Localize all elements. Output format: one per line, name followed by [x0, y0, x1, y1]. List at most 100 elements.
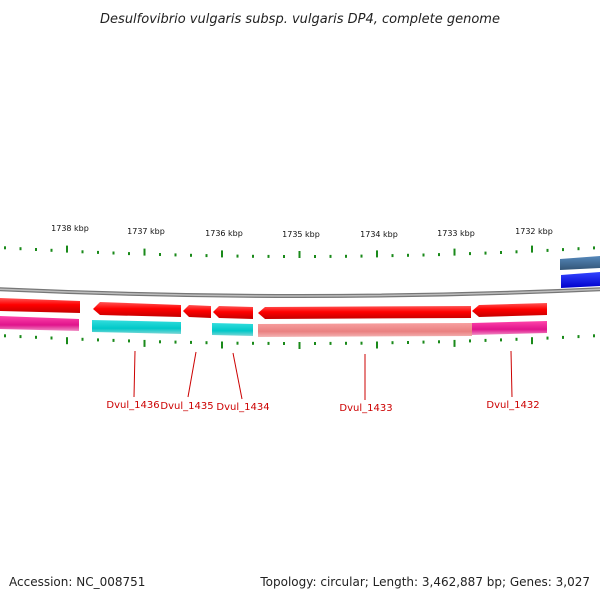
minor-tick [97, 250, 99, 254]
minor-tick [314, 342, 316, 345]
gene-labels: Dvul_1436 Dvul_1435 Dvul_1434 Dvul_1433 … [106, 400, 539, 414]
minor-tick [190, 340, 192, 344]
minor-tick [593, 246, 595, 250]
scale-label: 1734 kbp [360, 230, 398, 239]
cds-feature [258, 306, 471, 319]
cds-feature [213, 306, 253, 319]
gene-label: Dvul_1435 [160, 401, 213, 412]
tick-row-inner [4, 334, 595, 349]
feature-block [212, 323, 253, 336]
minor-tick [469, 252, 471, 256]
minor-tick [50, 336, 53, 340]
major-tick [221, 250, 223, 258]
feature-block [561, 272, 600, 288]
major-tick [298, 342, 301, 349]
cds-feature [183, 305, 211, 318]
scale-label: 1736 kbp [205, 229, 243, 238]
tick-row-outer [4, 245, 595, 258]
minor-tick [35, 248, 37, 251]
genome-summary-text: Topology: circular; Length: 3,462,887 bp… [259, 575, 590, 589]
major-tick [298, 251, 301, 258]
major-tick [66, 245, 68, 253]
minor-tick [283, 342, 285, 345]
feature-block [92, 320, 181, 334]
minor-tick [515, 337, 518, 341]
minor-tick [50, 248, 53, 252]
gene-label: Dvul_1436 [106, 400, 159, 411]
minor-tick [329, 341, 332, 345]
minor-tick [236, 254, 239, 258]
minor-tick [236, 341, 239, 345]
minor-tick [314, 255, 316, 258]
minor-tick [205, 254, 208, 258]
minor-tick [283, 255, 285, 258]
minor-tick [391, 254, 394, 258]
minor-tick [19, 247, 22, 251]
minor-tick [19, 335, 22, 339]
minor-tick [500, 338, 502, 342]
gene-label: Dvul_1433 [339, 403, 392, 414]
right-edge-features [560, 256, 600, 288]
feature-block [472, 321, 547, 335]
minor-tick [562, 248, 564, 252]
minor-tick [484, 251, 487, 255]
minor-tick [81, 250, 84, 254]
minor-tick [345, 341, 347, 345]
minor-tick [267, 341, 270, 345]
feature-block [560, 256, 600, 270]
scale-label: 1735 kbp [282, 230, 320, 239]
minor-tick [97, 338, 99, 342]
major-tick [453, 248, 456, 256]
minor-tick [407, 253, 409, 257]
minor-tick [159, 340, 161, 344]
scale-label: 1733 kbp [437, 229, 475, 238]
minor-tick [4, 246, 6, 250]
feature-block [258, 323, 472, 337]
minor-tick [360, 341, 363, 345]
minor-tick [252, 254, 254, 258]
minor-tick [422, 340, 425, 344]
scale-label: 1732 kbp [515, 227, 553, 236]
feature-block [0, 316, 79, 331]
cds-feature [93, 302, 181, 317]
backbone [0, 287, 600, 298]
minor-tick [4, 334, 6, 338]
major-tick [143, 248, 146, 256]
major-tick [453, 339, 456, 347]
major-tick [376, 341, 378, 349]
minor-tick [174, 340, 177, 344]
minor-tick [81, 337, 84, 341]
major-tick [143, 339, 146, 347]
gene-label: Dvul_1432 [486, 400, 539, 411]
scale-label: 1737 kbp [127, 227, 165, 236]
minor-tick [159, 253, 161, 256]
minor-tick [577, 247, 580, 251]
minor-tick [128, 252, 130, 256]
minor-tick [112, 338, 115, 342]
gene-callouts [133, 350, 513, 400]
minor-tick [112, 251, 115, 255]
minor-tick [484, 338, 487, 342]
minor-tick [546, 336, 549, 340]
minor-tick [469, 339, 471, 343]
scale-labels: 1738 kbp 1737 kbp 1736 kbp 1735 kbp 1734… [51, 224, 553, 239]
minor-tick [35, 335, 37, 339]
major-tick [66, 337, 68, 345]
minor-tick [360, 254, 363, 258]
major-tick [221, 341, 223, 349]
minor-tick [190, 253, 192, 257]
minor-tick [174, 253, 177, 257]
cds-feature [472, 303, 547, 317]
cds-feature [0, 298, 80, 313]
minor-tick [515, 250, 518, 254]
minor-tick [438, 253, 440, 257]
minor-tick [562, 335, 564, 339]
minor-tick [128, 339, 130, 343]
accession-text: Accession: NC_008751 [9, 575, 145, 589]
minor-tick [205, 341, 208, 345]
minor-tick [593, 334, 595, 338]
minor-tick [252, 341, 254, 345]
minor-tick [577, 335, 580, 339]
feature-track [0, 316, 547, 337]
